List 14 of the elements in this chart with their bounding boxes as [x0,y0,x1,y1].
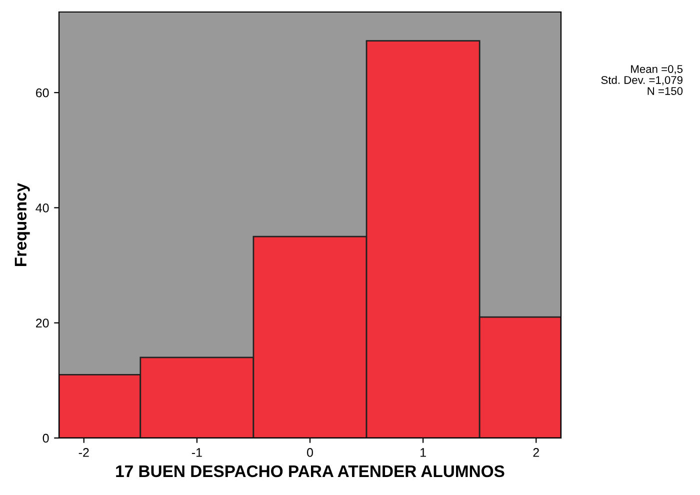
y-tick-label: 40 [36,204,49,212]
y-axis-title: Frequency [14,182,30,266]
text: Std. Dev. =1,079 [601,76,682,86]
x-tick-label: -2 [78,448,89,457]
x-tick-label: -1 [192,448,202,457]
x-tick-label: 0 [307,448,313,457]
x-axis-title: 17 BUEN DESPACHO PARA ATENDER ALUMNOS [116,465,504,478]
x-tick-label: 1 [420,448,426,457]
y-tick-label: 60 [36,88,49,98]
y-tick-label: 20 [36,318,49,328]
text: N =150 [648,87,683,95]
x-tick-label: 2 [533,448,539,457]
y-tick-label: 0 [42,434,49,443]
text: Mean =0,5 [631,65,683,74]
